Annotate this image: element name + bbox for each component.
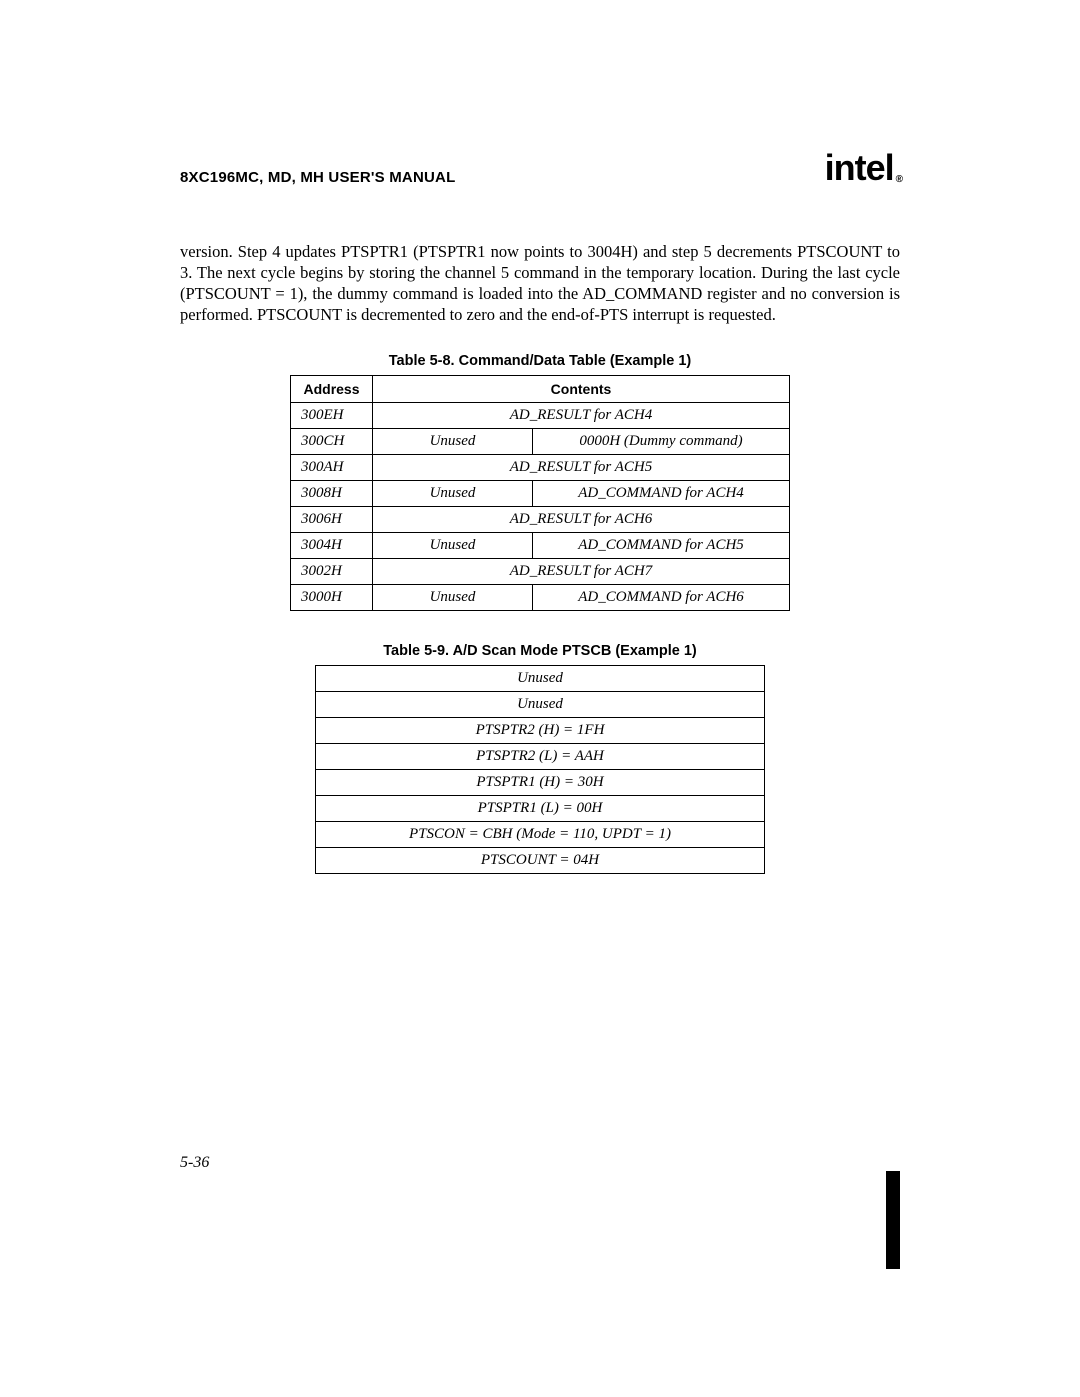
content-cell: Unused [316, 692, 765, 718]
table-row: PTSPTR1 (L) = 00H [316, 796, 765, 822]
table-row: 300AH AD_RESULT for ACH5 [291, 455, 790, 481]
content-cell: Unused [373, 481, 533, 507]
content-cell: Unused [316, 666, 765, 692]
addr-cell: 300AH [291, 455, 373, 481]
addr-cell: 300CH [291, 429, 373, 455]
manual-title: 8XC196MC, MD, MH USER'S MANUAL [180, 169, 455, 186]
page-content: 8XC196MC, MD, MH USER'S MANUAL intel® ve… [180, 150, 900, 874]
page-header: 8XC196MC, MD, MH USER'S MANUAL intel® [180, 150, 900, 186]
table-row: 3002H AD_RESULT for ACH7 [291, 559, 790, 585]
col-contents: Contents [373, 376, 790, 403]
content-cell: 0000H (Dummy command) [533, 429, 790, 455]
table-row: 3008H Unused AD_COMMAND for ACH4 [291, 481, 790, 507]
page-number: 5-36 [180, 1154, 209, 1172]
content-cell: PTSCOUNT = 04H [316, 848, 765, 874]
addr-cell: 3000H [291, 585, 373, 611]
intel-logo: intel® [825, 150, 900, 186]
content-cell: PTSPTR1 (L) = 00H [316, 796, 765, 822]
content-cell: PTSPTR2 (L) = AAH [316, 744, 765, 770]
table-row: Unused [316, 666, 765, 692]
table-row: PTSPTR2 (H) = 1FH [316, 718, 765, 744]
addr-cell: 3008H [291, 481, 373, 507]
addr-cell: 300EH [291, 403, 373, 429]
content-cell: PTSPTR2 (H) = 1FH [316, 718, 765, 744]
col-address: Address [291, 376, 373, 403]
table2-caption: Table 5-9. A/D Scan Mode PTSCB (Example … [180, 643, 900, 659]
ptscb-table: Unused Unused PTSPTR2 (H) = 1FH PTSPTR2 … [315, 665, 765, 874]
content-cell: PTSCON = CBH (Mode = 110, UPDT = 1) [316, 822, 765, 848]
table-row: PTSCON = CBH (Mode = 110, UPDT = 1) [316, 822, 765, 848]
addr-cell: 3004H [291, 533, 373, 559]
change-bar-icon [886, 1171, 900, 1269]
content-cell: AD_COMMAND for ACH5 [533, 533, 790, 559]
addr-cell: 3002H [291, 559, 373, 585]
table-row: PTSPTR2 (L) = AAH [316, 744, 765, 770]
content-cell: AD_COMMAND for ACH6 [533, 585, 790, 611]
table1-caption: Table 5-8. Command/Data Table (Example 1… [180, 353, 900, 369]
body-paragraph: version. Step 4 updates PTSPTR1 (PTSPTR1… [180, 241, 900, 325]
content-cell: AD_RESULT for ACH4 [373, 403, 790, 429]
table-row: PTSPTR1 (H) = 30H [316, 770, 765, 796]
addr-cell: 3006H [291, 507, 373, 533]
table-row: 300CH Unused 0000H (Dummy command) [291, 429, 790, 455]
command-data-table: Address Contents 300EH AD_RESULT for ACH… [290, 375, 790, 611]
registered-icon: ® [896, 174, 902, 185]
table-row: 3004H Unused AD_COMMAND for ACH5 [291, 533, 790, 559]
content-cell: AD_RESULT for ACH6 [373, 507, 790, 533]
logo-text: intel [825, 147, 894, 188]
table-row: Unused [316, 692, 765, 718]
content-cell: Unused [373, 429, 533, 455]
content-cell: AD_RESULT for ACH5 [373, 455, 790, 481]
table-row: 3000H Unused AD_COMMAND for ACH6 [291, 585, 790, 611]
table-row: 3006H AD_RESULT for ACH6 [291, 507, 790, 533]
content-cell: AD_RESULT for ACH7 [373, 559, 790, 585]
table-row: 300EH AD_RESULT for ACH4 [291, 403, 790, 429]
content-cell: Unused [373, 585, 533, 611]
table-row: PTSCOUNT = 04H [316, 848, 765, 874]
content-cell: Unused [373, 533, 533, 559]
content-cell: PTSPTR1 (H) = 30H [316, 770, 765, 796]
table-header-row: Address Contents [291, 376, 790, 403]
content-cell: AD_COMMAND for ACH4 [533, 481, 790, 507]
